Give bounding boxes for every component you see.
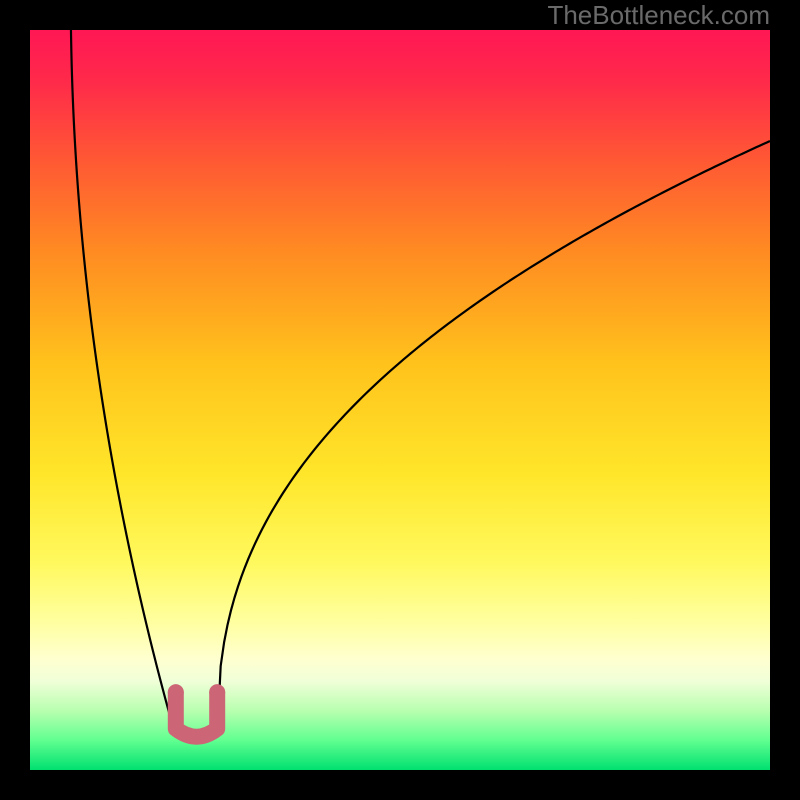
frame-bottom — [0, 770, 800, 800]
bottleneck-curve — [71, 30, 770, 741]
frame-left — [0, 0, 30, 800]
valley-marker-cap-left — [168, 684, 184, 700]
curve-overlay — [30, 30, 770, 770]
valley-marker-cap-right — [209, 684, 225, 700]
valley-marker — [176, 692, 217, 736]
watermark: TheBottleneck.com — [547, 0, 770, 31]
frame-right — [770, 0, 800, 800]
plot-area — [30, 30, 770, 770]
